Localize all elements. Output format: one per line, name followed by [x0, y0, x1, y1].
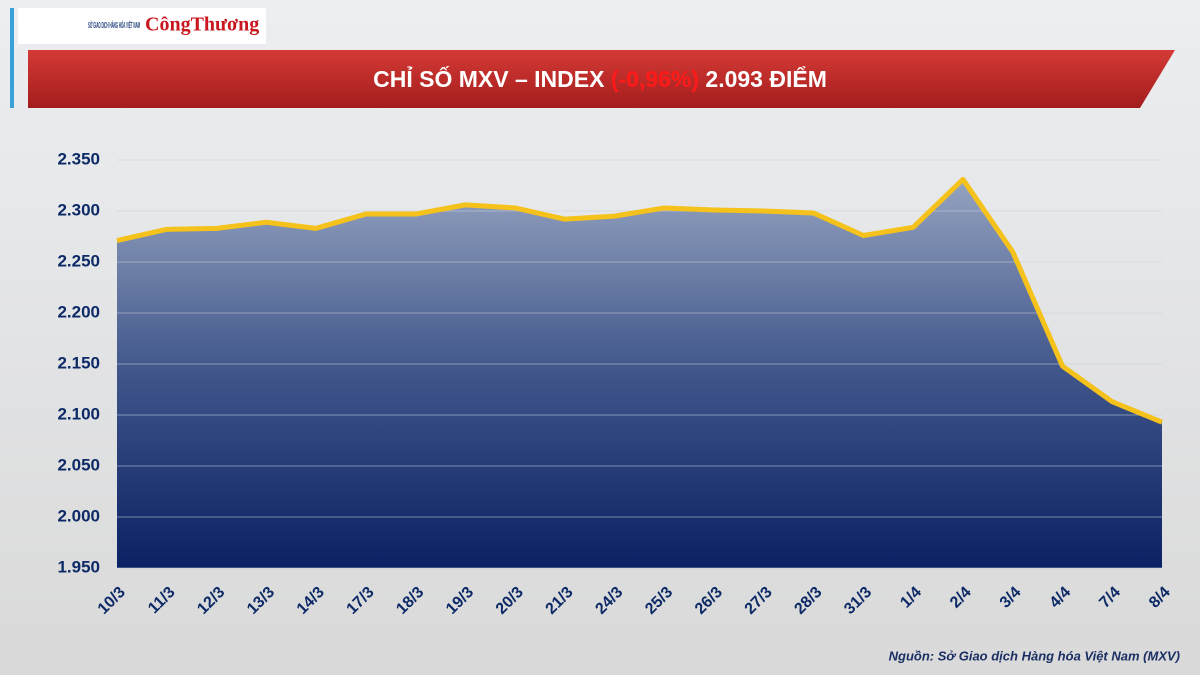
title-change: (-0,96%)	[611, 66, 699, 92]
y-tick-label: 2.000	[57, 506, 100, 525]
y-tick-label: 2.100	[57, 404, 100, 423]
area	[117, 179, 1162, 568]
y-tick-label: 2.150	[57, 353, 100, 372]
title-value: 2.093 ĐIỂM	[705, 65, 826, 92]
line	[116, 176, 1163, 425]
brand: CôngThương	[145, 14, 259, 36]
logo-text: SỞ GIAO DỊCH HÀNG HÓA VIỆT NAM	[88, 21, 140, 30]
y-tick-label: 2.050	[57, 455, 100, 474]
y-tick-label: 1.950	[57, 557, 100, 576]
source: Nguồn: Sở Giao dịch Hàng hóa Việt Nam (M…	[889, 648, 1180, 663]
logo-box	[18, 8, 266, 44]
title-main: CHỈ SỐ MXV – INDEX	[373, 64, 605, 92]
y-tick-label: 2.350	[57, 149, 100, 168]
y-tick-label: 2.200	[57, 302, 100, 321]
accent-bar	[10, 8, 14, 108]
y-tick-label: 2.300	[57, 200, 100, 219]
y-tick-label: 2.250	[57, 251, 100, 270]
title-banner	[28, 50, 1175, 108]
chart-title: CHỈ SỐ MXV – INDEX (-0,96%) 2.093 ĐIỂM	[373, 64, 827, 92]
